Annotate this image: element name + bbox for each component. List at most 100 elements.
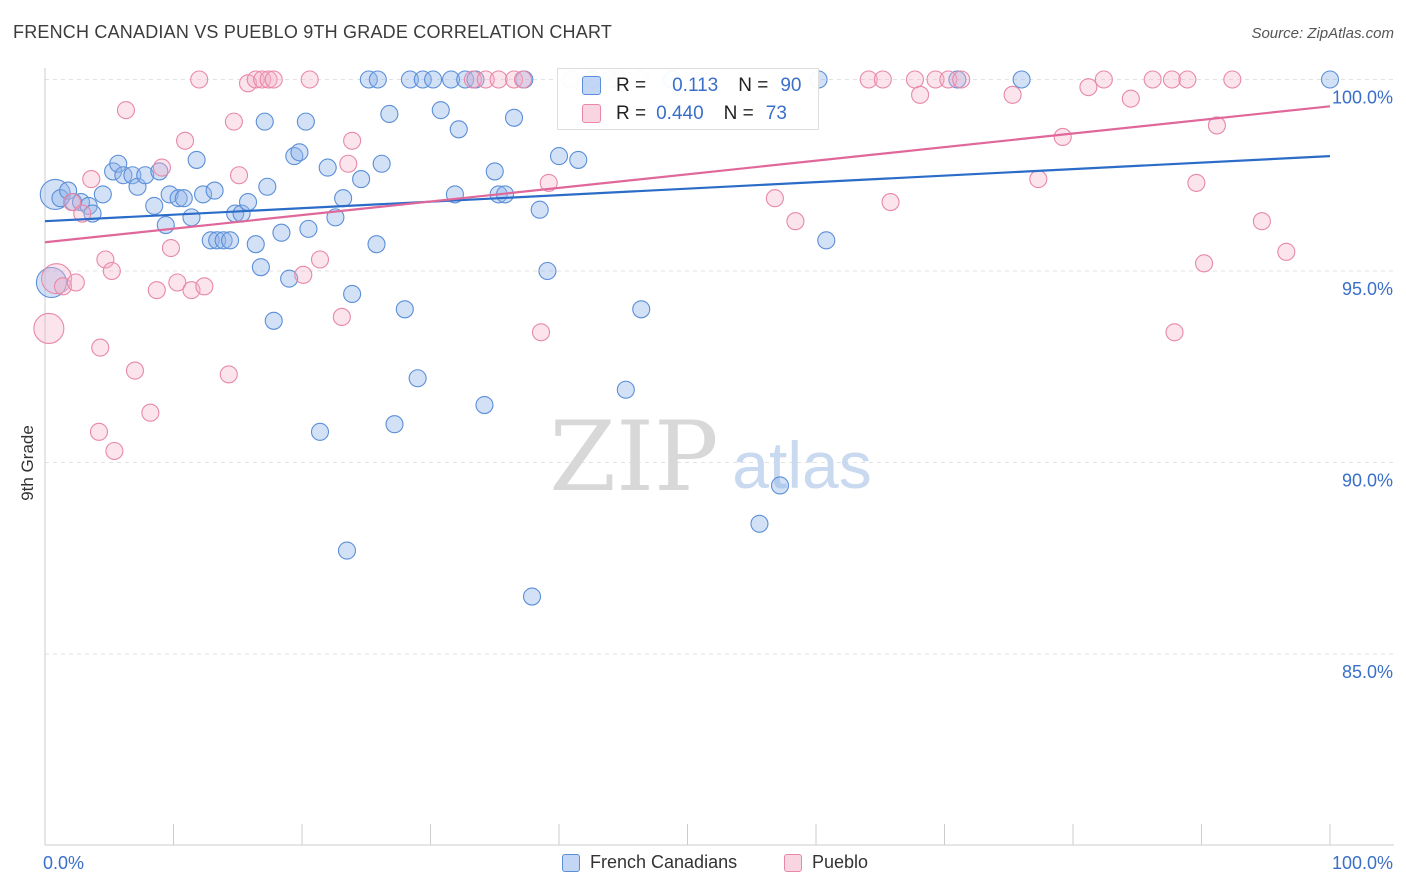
x-tick-label: 0.0% bbox=[43, 853, 84, 873]
stats-box: R = 0.113 N = 90 R = 0.440 N = 73 bbox=[557, 68, 819, 130]
point-pueblo bbox=[939, 70, 958, 89]
point-pueblo bbox=[82, 170, 101, 189]
y-tick-label: 90.0% bbox=[1342, 471, 1393, 491]
point-french-canadians bbox=[182, 208, 201, 227]
point-pueblo bbox=[294, 265, 313, 284]
point-pueblo bbox=[1053, 127, 1072, 146]
point-french-canadians bbox=[504, 108, 524, 127]
point-pueblo bbox=[873, 70, 892, 89]
point-french-canadians bbox=[109, 154, 128, 173]
point-pueblo bbox=[125, 361, 144, 380]
point-pueblo bbox=[224, 112, 243, 131]
point-french-canadians bbox=[475, 395, 494, 415]
point-pueblo bbox=[1079, 78, 1098, 97]
point-pueblo bbox=[102, 261, 121, 281]
point-french-canadians bbox=[408, 369, 427, 388]
point-french-canadians bbox=[750, 514, 769, 533]
gridlines bbox=[45, 79, 1394, 655]
legend-item-pueblo[interactable]: Pueblo bbox=[784, 852, 868, 873]
watermark-zip: ZIP bbox=[549, 401, 718, 513]
point-french-canadians bbox=[326, 208, 345, 227]
point-pueblo bbox=[1094, 70, 1113, 89]
point-pueblo bbox=[1187, 173, 1206, 192]
point-french-canadians bbox=[817, 231, 836, 250]
point-pueblo bbox=[859, 70, 878, 89]
point-pueblo bbox=[489, 70, 508, 89]
point-pueblo bbox=[881, 193, 900, 212]
point-pueblo bbox=[1162, 70, 1181, 89]
series-french-canadians bbox=[35, 70, 1340, 606]
point-pueblo bbox=[152, 158, 171, 177]
y-tick-label: 85.0% bbox=[1342, 662, 1393, 682]
point-french-canadians bbox=[255, 112, 274, 131]
point-french-canadians bbox=[368, 70, 387, 89]
point-pueblo bbox=[195, 277, 214, 296]
point-pueblo bbox=[786, 212, 805, 231]
point-french-canadians bbox=[424, 70, 443, 89]
point-french-canadians bbox=[770, 476, 790, 495]
stats-n-label: N = bbox=[738, 75, 769, 96]
point-french-canadians bbox=[632, 300, 651, 319]
point-french-canadians bbox=[449, 120, 468, 139]
trendline-french-canadians bbox=[44, 155, 1331, 223]
point-french-canadians bbox=[456, 70, 475, 89]
point-french-canadians bbox=[431, 101, 450, 120]
point-french-canadians bbox=[280, 269, 299, 288]
legend-item-french-canadians[interactable]: French Canadians bbox=[562, 852, 737, 873]
point-french-canadians bbox=[337, 541, 357, 560]
point-pueblo bbox=[339, 154, 358, 173]
point-french-canadians bbox=[59, 181, 78, 200]
point-pueblo bbox=[229, 166, 249, 185]
point-pueblo bbox=[264, 70, 283, 89]
y-tick-label: 100.0% bbox=[1332, 88, 1393, 108]
point-french-canadians bbox=[372, 154, 391, 173]
point-pueblo bbox=[62, 193, 82, 212]
stats-row-pueblo: R = 0.440 N = 73 bbox=[582, 100, 787, 128]
point-pueblo bbox=[531, 323, 551, 342]
point-french-canadians bbox=[569, 150, 588, 169]
point-french-canadians bbox=[310, 422, 330, 441]
axes bbox=[44, 68, 1394, 846]
point-french-canadians bbox=[35, 266, 67, 299]
point-french-canadians bbox=[272, 223, 291, 242]
stats-n-value: 73 bbox=[765, 103, 787, 124]
point-pueblo bbox=[310, 250, 330, 269]
point-pueblo bbox=[1195, 254, 1214, 273]
point-pueblo bbox=[1178, 70, 1197, 89]
stats-n-value: 90 bbox=[780, 75, 802, 96]
point-french-canadians bbox=[616, 380, 635, 399]
point-french-canadians bbox=[385, 415, 404, 434]
point-french-canadians bbox=[169, 189, 188, 208]
point-pueblo bbox=[91, 338, 110, 357]
point-pueblo bbox=[1277, 242, 1296, 261]
stats-n-label: N = bbox=[723, 103, 754, 124]
point-french-canadians bbox=[220, 231, 240, 250]
stats-r-label: R = bbox=[616, 103, 647, 124]
point-pueblo bbox=[147, 281, 166, 300]
point-french-canadians bbox=[318, 158, 337, 177]
point-pueblo bbox=[246, 70, 265, 89]
point-pueblo bbox=[168, 273, 187, 292]
point-french-canadians bbox=[208, 231, 227, 250]
point-pueblo bbox=[105, 441, 124, 461]
point-pueblo bbox=[161, 238, 180, 258]
point-french-canadians bbox=[136, 166, 155, 185]
y-axis-title: 9th Grade bbox=[18, 425, 37, 501]
point-french-canadians bbox=[549, 147, 569, 166]
point-pueblo bbox=[765, 189, 784, 208]
point-french-canadians bbox=[214, 231, 233, 250]
chart-title: FRENCH CANADIAN VS PUEBLO 9TH GRADE CORR… bbox=[13, 22, 613, 42]
watermark-atlas: atlas bbox=[732, 428, 871, 502]
point-pueblo bbox=[41, 263, 73, 295]
point-pueblo bbox=[926, 70, 945, 89]
point-pueblo bbox=[332, 307, 351, 327]
point-pueblo bbox=[89, 422, 109, 441]
point-pueblo bbox=[219, 365, 238, 384]
point-pueblo bbox=[1207, 116, 1226, 135]
point-french-canadians bbox=[296, 112, 315, 131]
point-pueblo bbox=[1223, 70, 1242, 89]
point-pueblo bbox=[259, 70, 278, 89]
point-pueblo bbox=[463, 70, 482, 89]
point-pueblo bbox=[476, 70, 495, 89]
